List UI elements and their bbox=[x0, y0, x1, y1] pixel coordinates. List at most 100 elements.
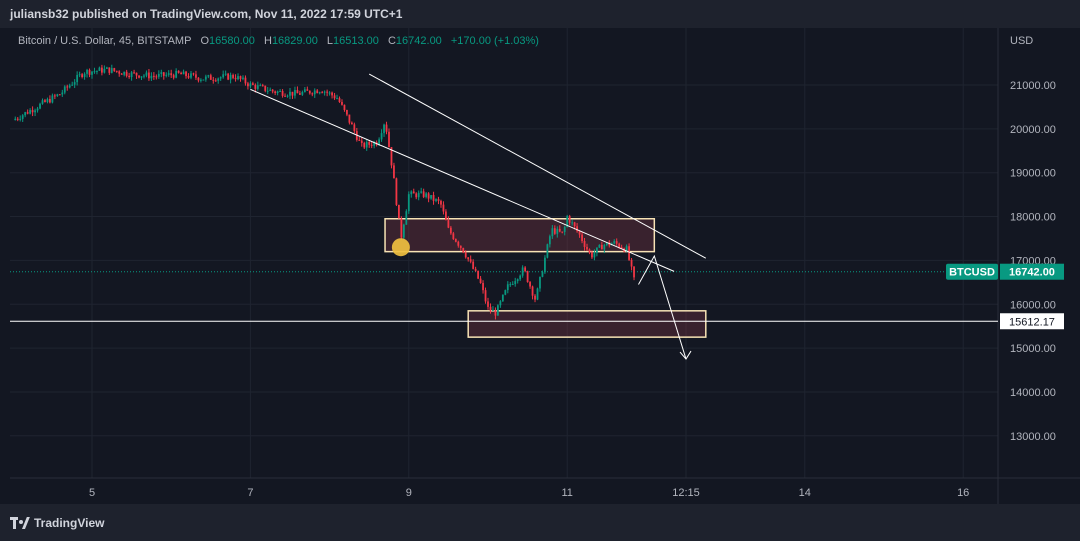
price-tag-value-bg bbox=[1000, 263, 1064, 280]
y-tick-label: 21000.00 bbox=[1010, 80, 1056, 92]
candle-body bbox=[36, 108, 39, 111]
candle-body bbox=[633, 266, 635, 278]
x-tick-label: 12:15 bbox=[672, 487, 700, 499]
candle-body bbox=[494, 309, 497, 316]
candle-body bbox=[148, 72, 150, 79]
candle-body bbox=[162, 72, 165, 76]
candle-body bbox=[440, 200, 442, 205]
candle-body bbox=[222, 74, 225, 78]
candle-body bbox=[170, 73, 173, 76]
candle-body bbox=[509, 284, 512, 286]
candle-body bbox=[390, 147, 393, 166]
candle-body bbox=[185, 71, 187, 77]
marker-dot[interactable] bbox=[391, 238, 410, 257]
candle-body bbox=[123, 71, 126, 75]
candle-body bbox=[91, 71, 93, 75]
candle-body bbox=[115, 70, 118, 72]
candle-body bbox=[430, 195, 432, 199]
candle-body bbox=[167, 73, 170, 75]
y-tick-label: 19000.00 bbox=[1010, 168, 1056, 180]
candle-body bbox=[239, 76, 242, 79]
candle-body bbox=[388, 131, 390, 148]
candle-body bbox=[402, 224, 405, 238]
candle-body bbox=[237, 76, 239, 80]
x-tick-label: 7 bbox=[247, 487, 253, 499]
candle-body bbox=[217, 78, 220, 81]
candle-body bbox=[484, 290, 487, 302]
candle-body bbox=[620, 247, 623, 249]
candle-body bbox=[561, 231, 564, 233]
publish-header: juliansb32 published on TradingView.com,… bbox=[0, 0, 1080, 28]
projection-arrow[interactable] bbox=[638, 254, 687, 360]
candle-body bbox=[180, 72, 182, 75]
candle-body bbox=[492, 309, 494, 311]
candle-body bbox=[209, 75, 212, 80]
candle-body bbox=[395, 178, 398, 205]
candle-body bbox=[202, 79, 205, 81]
x-tick-label: 11 bbox=[561, 487, 572, 499]
arrow-head-icon bbox=[679, 350, 692, 360]
candle-body bbox=[447, 220, 450, 228]
candle-body bbox=[566, 216, 569, 227]
candle-body bbox=[53, 95, 56, 97]
candle-body bbox=[457, 241, 460, 246]
y-tick-label: 16000.00 bbox=[1010, 299, 1056, 311]
candle-body bbox=[346, 109, 348, 115]
candle-body bbox=[482, 283, 484, 291]
y-tick-label: 20000.00 bbox=[1010, 124, 1056, 136]
candle-body bbox=[591, 252, 593, 258]
candle-body bbox=[556, 228, 559, 234]
candle-body bbox=[224, 73, 227, 75]
candle-body bbox=[113, 68, 116, 71]
candle-body bbox=[583, 241, 586, 247]
candle-body bbox=[78, 74, 81, 76]
candle-body bbox=[39, 103, 41, 109]
candle-body bbox=[177, 70, 180, 73]
trendline-1[interactable] bbox=[368, 73, 707, 259]
candle-body bbox=[289, 91, 291, 96]
open-value: 16580.00 bbox=[209, 35, 255, 47]
candle-body bbox=[539, 276, 541, 289]
candle-body bbox=[105, 67, 108, 69]
candle-body bbox=[593, 253, 596, 258]
candle-body bbox=[373, 142, 376, 146]
candle-body bbox=[336, 98, 338, 100]
candle-body bbox=[308, 90, 311, 94]
candle-body bbox=[630, 259, 633, 267]
candle-body bbox=[259, 85, 262, 87]
candle-body bbox=[157, 73, 160, 77]
tradingview-logo[interactable]: TradingView bbox=[10, 516, 104, 530]
y-tick-label: 13000.00 bbox=[1010, 431, 1056, 443]
ohlc-legend: Bitcoin / U.S. Dollar, 45, BITSTAMP O165… bbox=[18, 35, 539, 47]
candle-body bbox=[541, 272, 544, 277]
candle-body bbox=[432, 195, 435, 201]
candle-body bbox=[365, 142, 368, 148]
candle-body bbox=[21, 115, 24, 119]
zone-box-1[interactable] bbox=[384, 217, 656, 253]
candle-body bbox=[628, 246, 630, 260]
candle-body bbox=[410, 191, 413, 195]
candle-body bbox=[578, 231, 581, 235]
zone-box-2[interactable] bbox=[467, 310, 707, 338]
candle-body bbox=[296, 90, 299, 94]
candle-body bbox=[571, 222, 574, 224]
candle-body bbox=[321, 92, 324, 94]
candle-body bbox=[73, 82, 76, 85]
candle-body bbox=[118, 71, 121, 74]
candle-body bbox=[551, 228, 554, 237]
candle-body bbox=[385, 124, 388, 132]
y-tick-label: 15000.00 bbox=[1010, 343, 1056, 355]
candle-body bbox=[603, 244, 606, 250]
candle-body bbox=[140, 76, 143, 78]
candle-body bbox=[573, 222, 576, 227]
trendline-2[interactable] bbox=[250, 88, 675, 272]
candle-body bbox=[615, 241, 618, 244]
chart-area[interactable] bbox=[10, 28, 1078, 504]
candle-body bbox=[348, 114, 351, 123]
candle-body bbox=[234, 77, 237, 80]
candle-body bbox=[479, 278, 482, 284]
candle-body bbox=[197, 77, 200, 81]
candle-body bbox=[204, 76, 207, 80]
x-tick-label: 5 bbox=[89, 487, 95, 499]
